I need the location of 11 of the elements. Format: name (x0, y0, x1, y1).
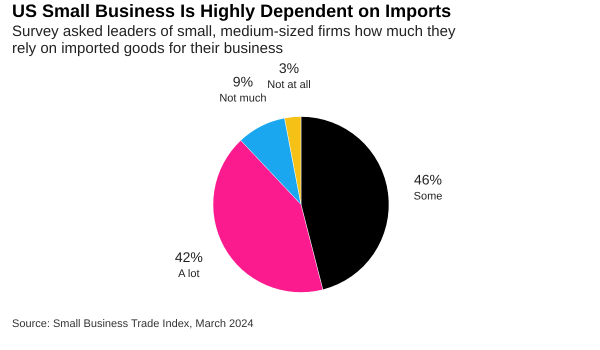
source-note: Source: Small Business Trade Index, March 2024 (12, 318, 254, 330)
slice-label: Some (414, 190, 442, 202)
data-label: 3% (278, 60, 300, 76)
data-label: 46% (414, 171, 442, 188)
chart-title: US Small Business Is Highly Dependent on Imports (12, 1, 452, 22)
slice-label: A lot (178, 268, 200, 280)
slice-label: Not much (219, 92, 266, 104)
slice-label: Not at all (267, 79, 311, 92)
data-label: 42% (174, 249, 203, 266)
chart-subtitle: Survey asked leaders of small, medium-sized firms how much they rely on imported goods for their business (12, 23, 456, 58)
data-label: 9% (232, 73, 254, 90)
